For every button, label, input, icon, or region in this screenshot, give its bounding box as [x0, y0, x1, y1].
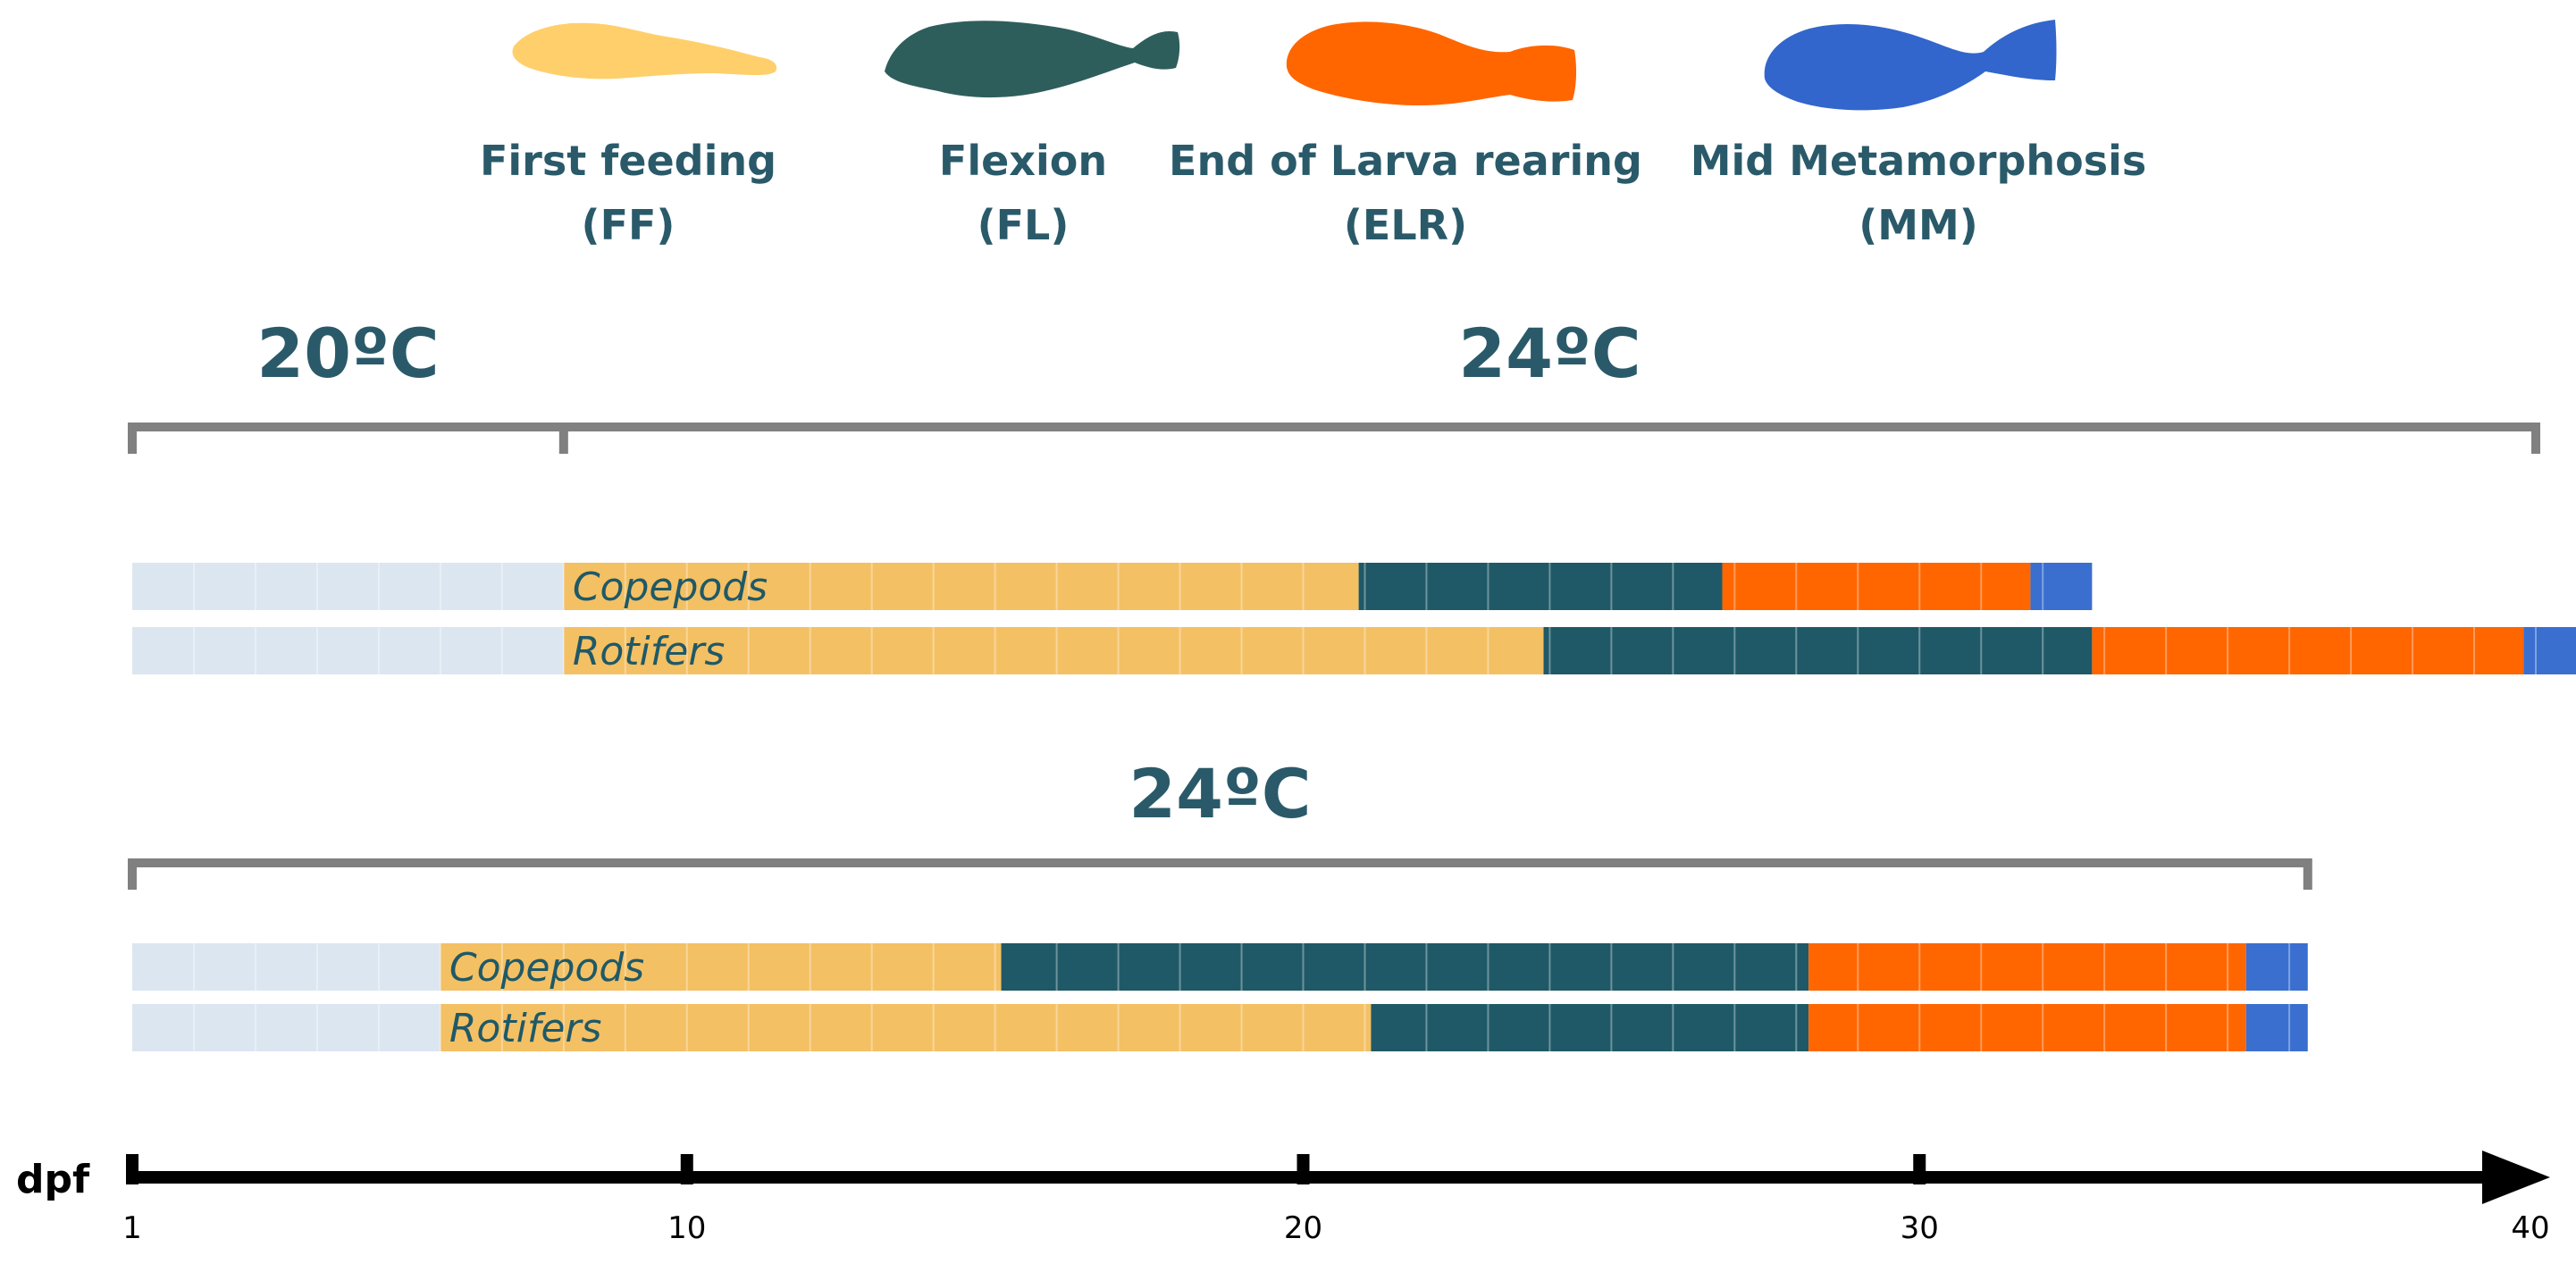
legend-fl-name: Flexion — [939, 137, 1107, 185]
segment-elr — [1808, 943, 2246, 991]
experiment-groups: 20ºC 24ºC Copepods Rotifers 24ºC Copepods Roti… — [128, 314, 2576, 1051]
legend-fl-abbr: (FL) — [978, 201, 1070, 249]
segment-pre — [132, 1004, 441, 1051]
segment-mm — [2523, 627, 2576, 674]
mid-metamorphosis-icon — [1764, 20, 2057, 111]
segment-mm — [2245, 1004, 2308, 1051]
row-label: Copepods — [573, 565, 768, 610]
row-label: Rotifers — [573, 629, 726, 674]
segment-fl — [1371, 1004, 1809, 1051]
legend-elr-name: End of Larva rearing — [1169, 137, 1642, 185]
temperature-label: 24ºC — [1129, 754, 1311, 833]
row-copepods: Copepods — [132, 563, 2093, 610]
segment-elr — [1722, 563, 2031, 610]
axis-title: dpf — [16, 1157, 90, 1202]
row-rotifers: Rotifers — [132, 1004, 2308, 1051]
group-2: 24ºC Copepods Rotifers — [128, 754, 2312, 1051]
segment-ff — [563, 627, 1544, 674]
segment-fl — [1358, 563, 1723, 610]
segment-fl — [1001, 943, 1809, 991]
segment-elr — [1808, 1004, 2246, 1051]
segment-ff — [563, 563, 1359, 610]
stage-legend: First feeding (FF) Flexion (FL) End of L… — [480, 20, 2146, 249]
legend-ff-abbr: (FF) — [582, 201, 675, 249]
axis-tick-label: 40 — [2511, 1210, 2549, 1246]
segment-fl — [1543, 627, 2093, 674]
row-label: Copepods — [449, 945, 644, 991]
axis-tick-label: 1 — [122, 1210, 142, 1246]
segment-ff — [440, 1004, 1372, 1051]
dpf-axis: dpf 1 10 20 30 40 — [16, 1151, 2550, 1246]
segment-ff — [440, 943, 1002, 991]
legend-elr-abbr: (ELR) — [1344, 201, 1467, 249]
first-feeding-larva-icon — [512, 22, 777, 80]
row-label: Rotifers — [449, 1006, 602, 1051]
axis-arrowhead — [2482, 1151, 2550, 1204]
flexion-larva-icon — [885, 21, 1180, 98]
axis-tick-label: 10 — [667, 1210, 706, 1246]
axis-tick-label: 30 — [1901, 1210, 1939, 1246]
row-copepods: Copepods — [132, 943, 2308, 991]
segment-elr — [2092, 627, 2524, 674]
segment-pre — [132, 627, 564, 674]
legend-ff-name: First feeding — [480, 137, 776, 185]
end-of-larva-rearing-icon — [1286, 21, 1577, 105]
group-1: 20ºC 24ºC Copepods Rotifers — [128, 314, 2576, 674]
temperature-label: 20ºC — [256, 314, 439, 393]
segment-mm — [2030, 563, 2093, 610]
legend-mm-name: Mid Metamorphosis — [1691, 137, 2147, 185]
segment-pre — [132, 943, 441, 991]
row-rotifers: Rotifers — [132, 627, 2576, 674]
legend-mm-abbr: (MM) — [1859, 201, 1978, 249]
segment-pre — [132, 563, 564, 610]
axis-tick-label: 20 — [1284, 1210, 1322, 1246]
segment-mm — [2245, 943, 2308, 991]
temperature-label: 24ºC — [1458, 314, 1640, 393]
